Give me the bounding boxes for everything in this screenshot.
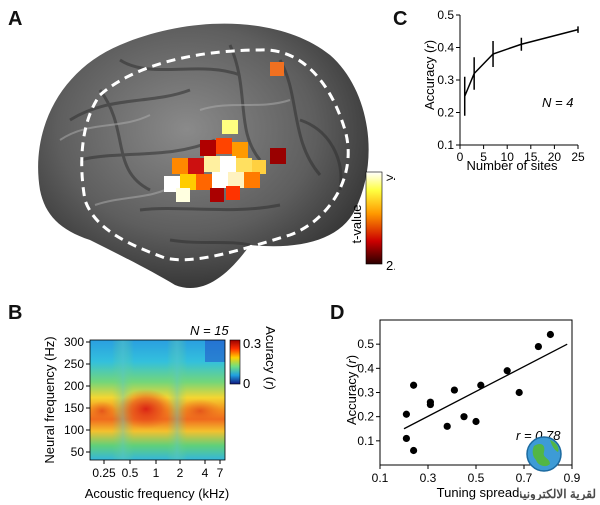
panel-c-xtick-label: 0: [457, 150, 464, 164]
watermark-logo: القرية الالكترونية: [517, 430, 599, 502]
panel-b-ylabel: Neural frequency (Hz): [42, 336, 57, 463]
panel-letter-c: C: [393, 8, 408, 30]
panel-b-xtick-label: 7: [217, 466, 224, 480]
t-value-colorbar: [365, 171, 383, 265]
panel-c-n-label: N = 4: [542, 95, 573, 110]
roi-outline: [80, 48, 350, 262]
panel-letter-a: A: [8, 8, 23, 30]
panel-d-fit-line: [403, 343, 568, 430]
panel-letter-d: D: [330, 302, 345, 324]
panel-c-ytick-label: 0.5: [437, 8, 454, 22]
panel-b-xlabel: Acoustic frequency (kHz): [85, 486, 230, 501]
panel-b-y-axis: 300 250 200 150 100 50: [64, 335, 90, 459]
panel-d-data-point: [402, 434, 410, 443]
panel-d-data-point: [450, 386, 458, 394]
panel-d-data-point: [443, 422, 451, 430]
panel-c-xtick-label: 15: [524, 150, 538, 164]
panel-d-data-point: [503, 367, 511, 375]
panel-d-data-point: [477, 381, 485, 389]
panel-c-ytick-label: 0.4: [437, 41, 454, 55]
panel-d-data-point: [410, 381, 418, 389]
panel-c-ytick-label: 0.2: [437, 106, 454, 120]
panel-d-data-point: [426, 398, 434, 406]
panel-c-xlabel: Number of sites: [466, 158, 558, 173]
panel-d-xtick-label: 0.3: [420, 471, 437, 485]
panel-d-xtick-label: 0.5: [468, 471, 485, 485]
brain-panel: >4 2.8 t-value: [38, 23, 395, 289]
t-value-colorbar-label: t-value: [349, 204, 364, 243]
panel-d-xlabel: Tuning spread: [437, 485, 520, 500]
panel-b-ytick-label: 250: [64, 357, 84, 371]
t-value-colorbar-min: 2.8: [386, 258, 395, 273]
panel-d-xtick-label: 0.7: [516, 471, 533, 485]
panel-d-ytick-label: 0.2: [357, 410, 374, 424]
accuracy-colorbar: [229, 339, 241, 385]
panel-b-xtick-label: 0.25: [92, 466, 116, 480]
heatmap-image: [88, 339, 226, 461]
panel-d-xtick-label: 0.1: [372, 471, 389, 485]
panel-d-ylabel: Accuracy (r): [344, 355, 359, 425]
accuracy-colorbar-label: Acuracy (r): [263, 326, 278, 390]
panel-d-data-point: [472, 417, 480, 426]
panel-b-ytick-label: 50: [71, 445, 85, 459]
panel-b-xtick-label: 1: [153, 466, 160, 480]
accuracy-colorbar-max: 0.3: [243, 336, 261, 351]
panel-c-ylabel: Accuracy (r): [422, 40, 437, 110]
panel-d-data-point: [515, 388, 523, 397]
panel-b-x-axis: 0.25 0.5 1 2 4 7: [92, 460, 224, 480]
panel-d-data-point: [410, 446, 418, 455]
panel-d-data-point: [460, 413, 468, 421]
activation-cluster: [164, 62, 286, 202]
panel-b-ytick-label: 200: [64, 379, 84, 393]
panel-b-xtick-label: 2: [177, 466, 184, 480]
panel-b-ytick-label: 150: [64, 401, 84, 415]
accuracy-colorbar-min: 0: [243, 376, 250, 391]
panel-c-xtick-label: 5: [480, 150, 487, 164]
panel-b-ytick-label: 100: [64, 423, 84, 437]
panel-c-xtick-label: 10: [501, 150, 515, 164]
panel-b-chart: 0.3 0 Acuracy (r) N = 15 Neural frequenc…: [42, 323, 278, 501]
t-value-colorbar-max: >4: [386, 170, 395, 185]
panel-c-xtick-label: 25: [571, 150, 585, 164]
panel-d-chart: Accuracy (r) Tuning spread r = 0.78 0.10…: [344, 319, 581, 500]
watermark-text: القرية الالكترونية: [520, 487, 596, 500]
panel-c-xtick-label: 20: [548, 150, 562, 164]
panel-b-n-label: N = 15: [190, 323, 229, 338]
panel-d-ytick-label: 0.5: [357, 337, 374, 351]
globe-icon: القرية الالكترونية: [517, 436, 599, 502]
panel-d-data-point: [534, 342, 542, 351]
panel-b-xtick-label: 0.5: [122, 466, 139, 480]
panel-d-data-point: [402, 410, 410, 418]
panel-b-ytick-label: 300: [64, 335, 84, 349]
panel-d-ytick-label: 0.1: [357, 434, 374, 448]
panel-d-data-point: [546, 330, 554, 339]
panel-d-ytick-label: 0.4: [357, 361, 374, 375]
panel-c-chart: Accuracy (r) Number of sites N = 4 0.1 0.…: [422, 8, 585, 173]
panel-b-xtick-label: 4: [202, 466, 209, 480]
panel-d-ytick-label: 0.3: [357, 386, 374, 400]
panel-c-ytick-label: 0.3: [437, 73, 454, 87]
panel-d-xtick-label: 0.9: [564, 471, 581, 485]
panel-c-ytick-label: 0.1: [437, 138, 454, 152]
panel-letter-b: B: [8, 302, 23, 324]
